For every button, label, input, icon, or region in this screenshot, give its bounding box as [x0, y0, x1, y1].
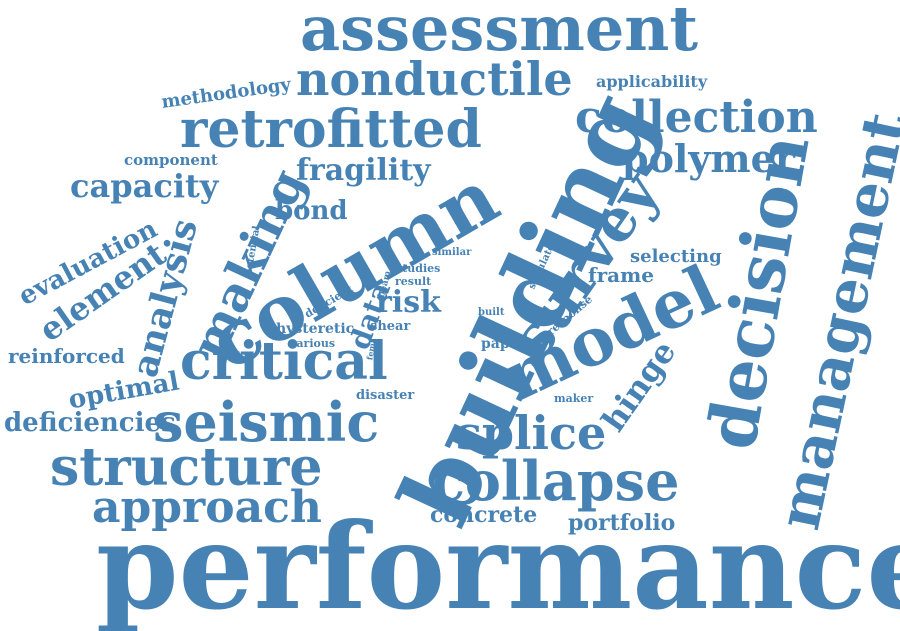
- word-frame: frame: [588, 263, 654, 287]
- word-bond: bond: [275, 196, 348, 226]
- word-critical: critical: [180, 331, 388, 392]
- word-component: component: [124, 151, 218, 169]
- word-collapse: collapse: [432, 449, 680, 513]
- word-disaster: disaster: [356, 388, 415, 403]
- word-built: built: [478, 307, 505, 318]
- word-structure: structure: [50, 437, 323, 498]
- word-capacity: capacity: [70, 167, 219, 205]
- word-applicability: applicability: [596, 72, 708, 91]
- word-similar: similar: [432, 247, 472, 258]
- word-portfolio: portfolio: [568, 510, 676, 536]
- word-fragility: fragility: [296, 153, 431, 188]
- word-various: various: [290, 337, 336, 350]
- word-selecting: selecting: [630, 246, 722, 267]
- word-collection: collection: [575, 92, 818, 143]
- word-reinforced: reinforced: [8, 344, 125, 368]
- word-shear: shear: [370, 319, 411, 334]
- word-assessment: assessment: [300, 0, 699, 65]
- word-seismic: seismic: [153, 390, 380, 454]
- word-studies: studies: [396, 262, 441, 275]
- word-approach: approach: [92, 482, 322, 533]
- word-retrofitted: retrofitted: [180, 99, 482, 160]
- word-polymer: polymer: [622, 136, 795, 181]
- word-deficiencies: deficiencies: [4, 408, 176, 438]
- word-paper: paper: [481, 336, 526, 352]
- word-hysteretic: hysteretic: [276, 321, 355, 337]
- word-performance: performance: [96, 497, 900, 631]
- word-concrete: concrete: [430, 502, 538, 528]
- word-result: result: [395, 275, 432, 288]
- word-maker: maker: [554, 392, 594, 405]
- word-splice: splice: [456, 406, 607, 460]
- word-risk: risk: [376, 285, 441, 320]
- word-nonductile: nonductile: [296, 52, 573, 106]
